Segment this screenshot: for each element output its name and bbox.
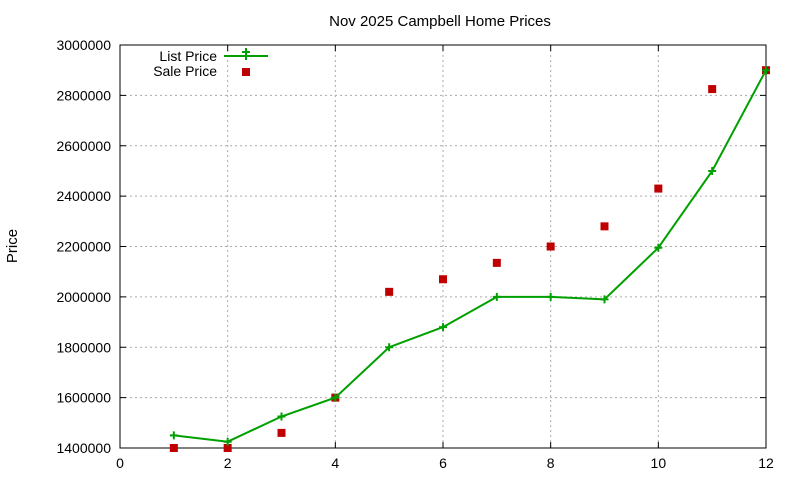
list-price-point [223,437,232,446]
x-tick-label: 0 [116,455,124,471]
x-tick-label: 2 [224,455,232,471]
legend-marker-sale-price [242,68,250,76]
y-tick-label: 2400000 [56,188,111,204]
y-tick-label: 3000000 [56,37,111,53]
list-price-point [169,431,178,440]
list-price-line [173,69,767,443]
y-tick-label: 1800000 [56,339,111,355]
x-tick-label: 12 [758,455,774,471]
sale-price-point [169,444,178,452]
list-price-point [546,292,555,301]
sale-price-point [439,275,447,284]
y-tick-label: 2600000 [56,138,111,154]
y-axis-label: Price [4,229,21,263]
axis-ticks: 0 2 4 6 8 10 12 1400000 1600000 1800000 2000000 220… [56,37,774,471]
gridlines [120,45,766,448]
legend: List Price Sale Price [153,48,268,79]
list-price-point [708,166,717,175]
sale-price-point [600,222,609,231]
sale-price-point [492,258,501,267]
list-price-point [600,295,609,304]
y-tick-label: 1600000 [56,390,111,406]
sale-price-point [277,428,286,437]
sale-price-point [654,184,663,193]
list-price-point [277,412,286,421]
y-tick-label: 1400000 [56,440,111,456]
sale-price-point [546,242,555,251]
list-price-point [762,66,770,75]
list-price-point [654,243,663,252]
chart-title: Nov 2025 Campbell Home Prices [329,13,551,30]
y-tick-label: 2000000 [56,289,111,305]
y-tick-label: 2800000 [56,87,111,103]
sale-price-point [223,444,232,452]
sale-price-point [708,85,717,94]
list-price-point [331,393,340,402]
legend-marker-list-price [242,48,250,60]
list-price-point [492,292,501,301]
sale-price-point [385,287,394,296]
list-price-point [385,343,394,352]
x-tick-label: 6 [439,455,447,471]
x-tick-label: 8 [547,455,555,471]
x-tick-label: 10 [651,455,667,471]
x-tick-label: 4 [331,455,339,471]
legend-label-list-price: List Price [159,48,217,64]
legend-label-sale-price: Sale Price [153,63,217,79]
y-tick-label: 2200000 [56,239,111,255]
series-layer [169,66,770,452]
list-price-point [439,323,447,332]
